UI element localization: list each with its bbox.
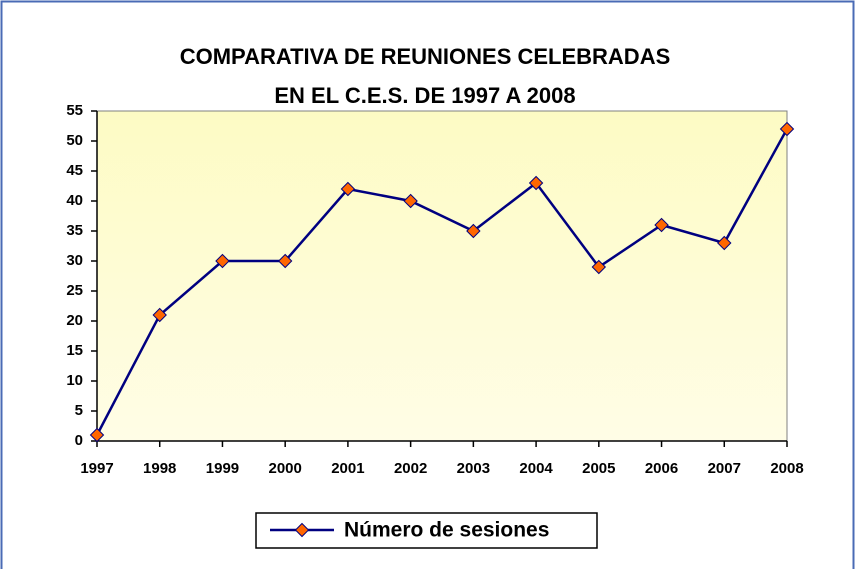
y-tick-label: 55 bbox=[66, 102, 83, 119]
y-tick-label: 15 bbox=[66, 342, 83, 359]
y-tick-label: 0 bbox=[75, 432, 83, 449]
x-tick-label: 2008 bbox=[770, 460, 803, 477]
data-point bbox=[89, 427, 105, 443]
data-point bbox=[152, 307, 167, 323]
y-tick-label: 10 bbox=[66, 372, 83, 389]
y-tick-label: 20 bbox=[66, 312, 83, 329]
legend-marker bbox=[294, 522, 310, 538]
x-tick-label: 1999 bbox=[206, 460, 239, 477]
data-point bbox=[779, 121, 795, 137]
y-tick-label: 30 bbox=[66, 252, 83, 269]
series-line bbox=[95, 128, 789, 436]
x-tick-label: 2006 bbox=[645, 460, 678, 477]
y-tick-label: 5 bbox=[75, 402, 83, 419]
x-tick-label: 2001 bbox=[331, 460, 364, 477]
y-tick-label: 25 bbox=[66, 282, 83, 299]
legend-label: Número de sesiones bbox=[344, 519, 549, 542]
x-tick-label: 2003 bbox=[457, 460, 490, 477]
plot-area bbox=[96, 110, 788, 442]
y-tick-label: 50 bbox=[66, 132, 83, 149]
data-point bbox=[340, 181, 356, 197]
data-point bbox=[591, 259, 607, 275]
x-tick-label: 2002 bbox=[394, 460, 427, 477]
chart-title: COMPARATIVA DE REUNIONES CELEBRADAS bbox=[180, 44, 671, 69]
x-tick-label: 2005 bbox=[582, 460, 615, 477]
data-point bbox=[717, 235, 732, 251]
chart-title: EN EL C.E.S. DE 1997 A 2008 bbox=[274, 83, 575, 108]
x-tick-label: 1998 bbox=[143, 460, 176, 477]
data-point bbox=[654, 217, 669, 233]
data-point bbox=[528, 175, 544, 191]
x-tick-label: 2007 bbox=[708, 460, 741, 477]
x-tick-label: 2004 bbox=[519, 460, 553, 477]
x-tick-label: 2000 bbox=[268, 460, 301, 477]
data-point bbox=[466, 223, 481, 239]
data-point bbox=[215, 253, 230, 269]
data-point bbox=[403, 193, 418, 209]
x-tick-label: 1997 bbox=[80, 460, 113, 477]
y-tick-label: 40 bbox=[66, 192, 83, 209]
data-point bbox=[277, 253, 293, 269]
y-tick-label: 45 bbox=[66, 162, 83, 179]
y-tick-label: 35 bbox=[66, 222, 83, 239]
